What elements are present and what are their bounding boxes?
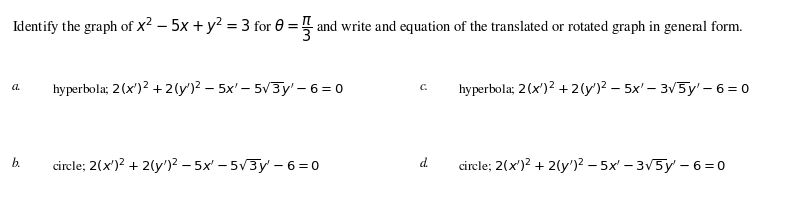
- Text: a.: a.: [12, 81, 22, 93]
- Text: b.: b.: [12, 158, 22, 170]
- Text: circle; $2(x')^2 + 2(y')^2 - 5x' - 3\sqrt{5}y' - 6 = 0$: circle; $2(x')^2 + 2(y')^2 - 5x' - 3\sqr…: [458, 158, 726, 177]
- Text: circle; $2(x')^2 + 2(y')^2 - 5x' - 5\sqrt{3}y' - 6 = 0$: circle; $2(x')^2 + 2(y')^2 - 5x' - 5\sqr…: [52, 158, 320, 177]
- Text: hyperbola; $2(x')^2 + 2(y')^2 - 5x' - 3\sqrt{5}y' - 6 = 0$: hyperbola; $2(x')^2 + 2(y')^2 - 5x' - 3\…: [458, 81, 750, 100]
- Text: Identify the graph of $x^2 - 5x + y^2 = 3$ for $\theta = \dfrac{\pi}{3}$ and wri: Identify the graph of $x^2 - 5x + y^2 = …: [12, 14, 743, 44]
- Text: d.: d.: [420, 158, 430, 170]
- Text: c.: c.: [420, 81, 430, 93]
- Text: hyperbola; $2(x')^2 + 2(y')^2 - 5x' - 5\sqrt{3}y' - 6 = 0$: hyperbola; $2(x')^2 + 2(y')^2 - 5x' - 5\…: [52, 81, 344, 100]
